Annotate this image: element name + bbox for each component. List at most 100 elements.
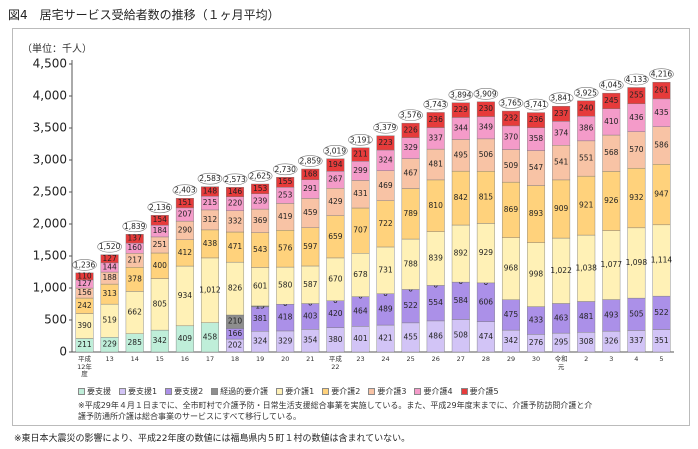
data-label: 188 <box>102 273 117 282</box>
data-label: 337 <box>629 336 644 345</box>
bar-segment <box>552 105 571 122</box>
bar-stack: 4865540839810481337236 <box>426 112 445 353</box>
data-label: 522 <box>654 308 669 317</box>
data-label: 295 <box>554 338 569 347</box>
data-label: 934 <box>178 291 193 300</box>
total-bubble <box>423 98 449 111</box>
legend-swatch <box>322 388 330 395</box>
data-label: 412 <box>178 248 193 257</box>
total-bubble <box>348 133 373 146</box>
data-label: 342 <box>153 336 168 345</box>
data-label: 324 <box>378 155 393 164</box>
total-bubble <box>222 173 248 186</box>
data-label: 670 <box>328 274 343 283</box>
data-label: 202 <box>228 341 243 350</box>
data-label: 337 <box>429 133 444 142</box>
legend-label: 要介護2 <box>331 387 361 396</box>
bar-segment <box>351 147 370 162</box>
data-label: 998 <box>529 270 544 279</box>
data-label: 433 <box>529 315 544 324</box>
data-label: 471 <box>228 242 243 251</box>
total-label: 3,379 <box>375 123 397 132</box>
legend-item: 要介護3 <box>368 386 406 397</box>
data-label: 370 <box>504 133 519 142</box>
total-label: 3,191 <box>350 135 372 144</box>
bar-stack: 295 463 1,022 909 541 374 237 <box>550 105 572 353</box>
data-label: 229 <box>454 105 469 114</box>
x-tick-label: 3 <box>609 355 614 363</box>
data-label: 253 <box>278 190 293 199</box>
bar-segment <box>527 112 546 128</box>
y-tick-label: 1,500 <box>33 249 67 263</box>
x-tick-label: 24 <box>381 355 390 363</box>
legend-swatch <box>414 388 422 395</box>
data-label: 659 <box>328 232 343 241</box>
data-label: 312 <box>203 215 218 224</box>
legend-item: 経過的要介護 <box>211 386 268 397</box>
data-label: 519 <box>102 316 117 325</box>
data-label: 469 <box>378 181 393 190</box>
data-label: 220 <box>228 199 243 208</box>
total-bubble <box>197 172 223 185</box>
data-label: 326 <box>604 337 619 346</box>
bar-stack: 458 1,012 438 312 215 148 <box>199 186 221 353</box>
total-bubble <box>247 170 273 182</box>
data-label: 505 <box>629 309 644 318</box>
data-label: 568 <box>604 148 619 157</box>
total-bubble <box>649 68 674 80</box>
bar-segment <box>577 100 596 117</box>
total-label: 4,045 <box>601 81 623 90</box>
x-tick-label: 平成12年度 <box>77 355 92 378</box>
data-label: 420 <box>328 309 343 318</box>
data-label: 267 <box>328 175 343 184</box>
bar-segment <box>301 168 320 180</box>
y-tick-label: 500 <box>44 313 67 327</box>
legend-swatch <box>276 388 284 395</box>
bar-segment <box>376 135 395 151</box>
data-label: 722 <box>378 219 393 228</box>
data-label: 586 <box>654 140 669 149</box>
data-label: 826 <box>228 284 243 293</box>
legend: 要支援 要支援1 要支援2 経過的要介護 要介護1 要介護2 要介護3 要介護4 要介護5 <box>78 386 499 397</box>
bar-segment <box>602 92 621 110</box>
data-label: 486 <box>429 331 444 340</box>
data-label: 261 <box>654 86 669 95</box>
total-label: 3,894 <box>450 90 472 99</box>
legend-item: 要支援1 <box>119 386 157 397</box>
data-label: 438 <box>203 239 218 248</box>
x-tick-label: 19 <box>255 355 265 363</box>
total-bubble <box>498 97 524 109</box>
data-label: 239 <box>253 196 268 205</box>
total-bubble <box>373 121 398 134</box>
total-label: 2,625 <box>249 172 271 181</box>
data-label: 342 <box>504 336 519 345</box>
data-label: 255 <box>629 91 644 100</box>
data-label: 285 <box>128 338 143 347</box>
data-label: 464 <box>353 306 368 315</box>
total-label: 4,133 <box>626 75 648 84</box>
data-label: 237 <box>554 109 569 118</box>
data-label: 489 <box>378 304 393 313</box>
legend-label: 要介護1 <box>285 387 315 396</box>
data-label: 601 <box>253 282 268 291</box>
data-label: 194 <box>328 160 343 169</box>
data-label: 431 <box>353 189 368 198</box>
total-bubble <box>172 184 198 197</box>
data-label: 332 <box>228 216 243 225</box>
data-label: 587 <box>303 280 318 289</box>
legend-swatch <box>78 388 85 395</box>
total-label: 2,136 <box>149 203 171 212</box>
data-label: 1,114 <box>651 255 673 264</box>
data-label: 291 <box>303 184 318 193</box>
data-label: 127 <box>102 254 117 263</box>
data-label: 409 <box>178 334 193 343</box>
data-label: 926 <box>604 196 619 205</box>
total-bubble <box>598 79 624 91</box>
total-bubble <box>297 155 323 167</box>
data-label: 435 <box>654 108 669 117</box>
data-label: 232 <box>504 113 519 122</box>
bar-stack: 409 934 412 290 207 151 <box>175 198 194 353</box>
